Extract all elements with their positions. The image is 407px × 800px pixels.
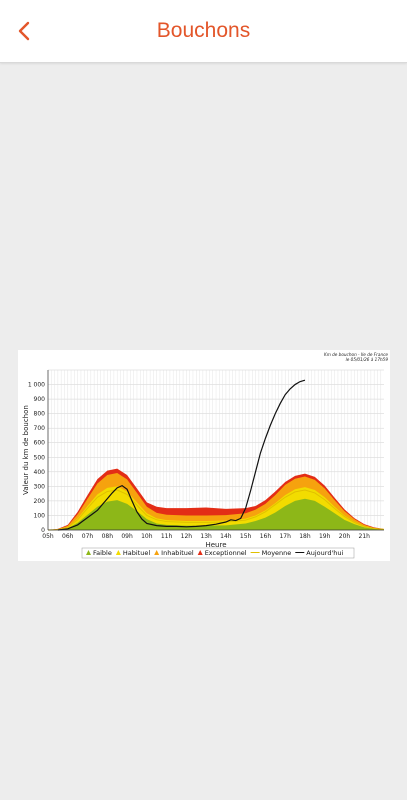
chevron-left-icon: [18, 21, 30, 41]
legend-label: Inhabituel: [161, 549, 194, 557]
x-tick-label: 14h: [220, 533, 232, 540]
legend-box: [81, 547, 355, 559]
page-title: Bouchons: [156, 19, 251, 42]
y-tick-label: 900: [34, 396, 46, 403]
x-tick-label: 20h: [339, 533, 351, 540]
legend-marker-inhabituel: [154, 550, 160, 555]
chart-note-date: le 05/01/26 à 17h59: [346, 357, 389, 362]
app-header: Bouchons: [0, 0, 407, 63]
x-tick-label: 13h: [200, 533, 212, 540]
legend-label: Habituel: [123, 549, 150, 557]
legend-label: Moyenne: [262, 549, 292, 557]
x-tick-label: 21h: [359, 533, 371, 540]
y-tick-label: 800: [34, 411, 46, 418]
chart-note: Km de bouchon - Ile de France: [324, 352, 388, 357]
y-tick-label: 600: [34, 440, 46, 447]
x-tick-label: 08h: [102, 533, 114, 540]
y-tick-label: 500: [34, 454, 46, 461]
x-tick-label: 18h: [299, 533, 311, 540]
x-tick-label: 19h: [319, 533, 331, 540]
legend-marker-faible: [86, 550, 91, 555]
traffic-chart: 0 100 200 300 400 500 600 700 800 900 1 000 05h 06h 0…: [18, 350, 390, 561]
x-tick-label: 07h: [82, 533, 94, 540]
y-axis-label: Valeur du km de bouchon: [22, 405, 30, 495]
x-tick-label: 09h: [121, 533, 133, 540]
x-tick-label: 17h: [279, 533, 291, 540]
series-line-aujourdhui: [57, 379, 306, 531]
y-tick-label: 0: [41, 527, 45, 534]
y-tick-label: 700: [34, 425, 46, 432]
legend-marker-habituel: [115, 550, 121, 555]
legend-marker-exceptionnel: [197, 550, 203, 555]
x-tick-label: 05h: [42, 533, 54, 540]
legend-label: Exceptionnel: [205, 549, 247, 557]
y-tick-label: 200: [34, 498, 46, 505]
y-tick-label: 300: [34, 483, 46, 490]
y-tick-label: 100: [34, 512, 46, 519]
back-button[interactable]: [10, 17, 38, 45]
x-tick-label: 15h: [240, 533, 252, 540]
legend-label: Aujourd'hui: [306, 549, 343, 557]
x-axis-label: Heure: [205, 541, 226, 549]
area-faible: [48, 498, 384, 530]
legend-label: Faible: [93, 549, 112, 557]
y-tick-label: 400: [34, 469, 46, 476]
y-tick-label: 1 000: [28, 382, 45, 389]
traffic-chart-svg: 0 100 200 300 400 500 600 700 800 900 1 000 05h 06h 0…: [22, 352, 389, 559]
x-tick-label: 11h: [161, 533, 173, 540]
x-tick-label: 06h: [62, 533, 74, 540]
x-tick-label: 12h: [181, 533, 193, 540]
x-tick-label: 16h: [260, 533, 272, 540]
x-tick-label: 10h: [141, 533, 153, 540]
